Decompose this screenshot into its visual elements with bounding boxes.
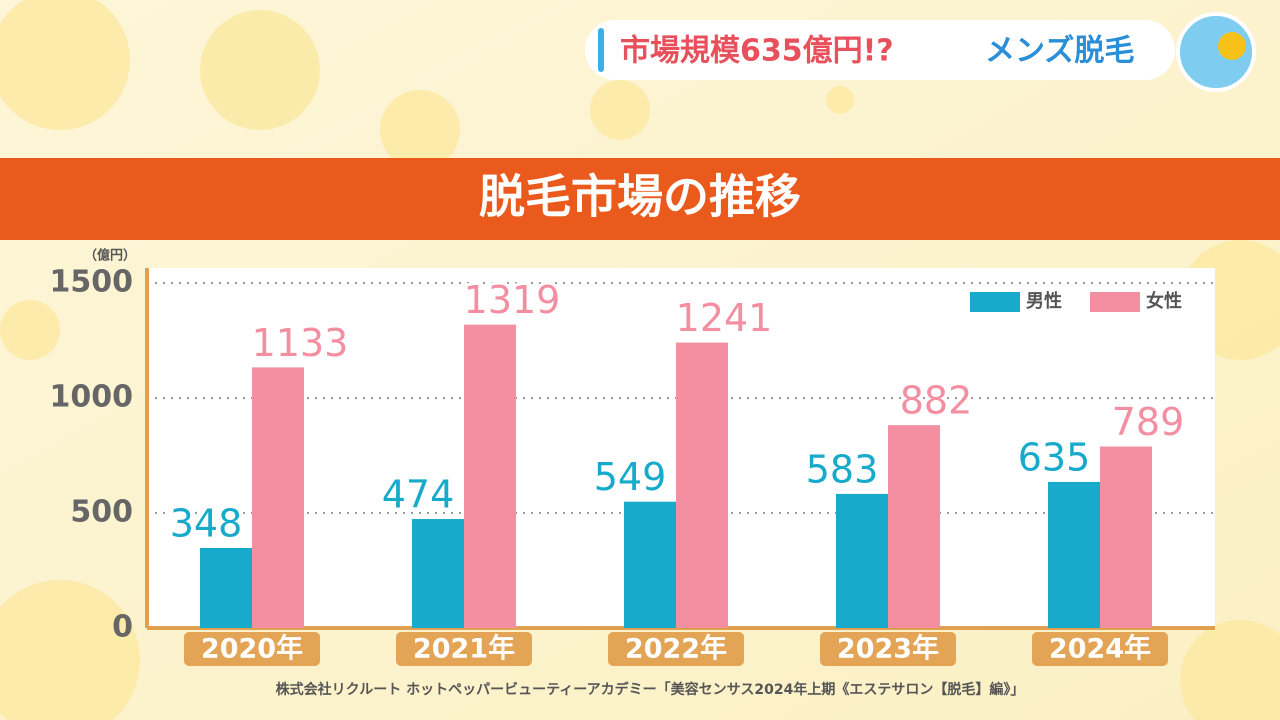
value-label: 348	[170, 501, 243, 545]
value-label: 635	[1018, 435, 1091, 479]
legend-swatch	[970, 292, 1020, 312]
source-note: 株式会社リクルート ホットペッパービューティーアカデミー「美容センサス2024年…	[276, 681, 1025, 698]
value-label: 1133	[252, 321, 349, 365]
x-tick-box	[608, 632, 744, 666]
bar	[1100, 446, 1152, 628]
header-subtitle: メンズ脱毛	[985, 34, 1134, 69]
y-tick-label: 1000	[50, 380, 134, 415]
bar	[252, 367, 304, 628]
title-band	[0, 158, 1280, 240]
y-tick-label: 0	[112, 610, 133, 645]
bar	[676, 342, 728, 628]
y-tick-label: 500	[70, 495, 133, 530]
x-tick-label: 2020年	[201, 633, 303, 665]
y-tick-label: 1500	[50, 265, 134, 300]
value-label: 1241	[676, 296, 773, 340]
value-label: 1319	[464, 278, 561, 322]
legend-label: 女性	[1146, 290, 1182, 312]
bar	[836, 493, 888, 628]
x-tick-label: 2022年	[625, 633, 727, 665]
bar	[412, 518, 464, 628]
x-tick-box	[1032, 632, 1168, 666]
legend-label: 男性	[1026, 290, 1062, 312]
legend-swatch	[1090, 292, 1140, 312]
value-label: 549	[594, 455, 667, 499]
chart-title: 脱毛市場の推移	[479, 170, 801, 224]
x-tick-label: 2021年	[413, 633, 515, 665]
value-label: 882	[900, 379, 973, 423]
x-tick-box	[820, 632, 956, 666]
header-title: 市場規模635億円!?	[620, 34, 894, 69]
value-label: 789	[1112, 400, 1185, 444]
value-label: 583	[806, 447, 879, 491]
header-accent	[598, 28, 604, 72]
value-label: 474	[382, 472, 455, 516]
bar	[200, 547, 252, 628]
bar	[624, 501, 676, 628]
y-axis-unit: （億円）	[84, 248, 136, 264]
x-tick-label: 2023年	[837, 633, 939, 665]
avatar-coin	[1218, 32, 1246, 60]
bar	[888, 425, 940, 628]
x-tick-box	[184, 632, 320, 666]
header-pill	[585, 20, 1175, 80]
x-tick-label: 2024年	[1049, 633, 1151, 665]
bar	[464, 324, 516, 628]
x-tick-box	[396, 632, 532, 666]
bar	[1048, 481, 1100, 628]
